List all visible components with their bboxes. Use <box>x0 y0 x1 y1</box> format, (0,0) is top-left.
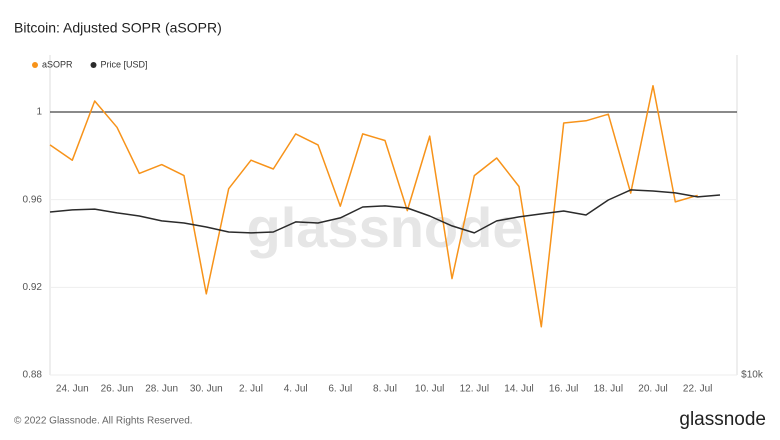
x-tick-label: 4. Jul <box>284 384 308 395</box>
legend-marker <box>32 62 38 68</box>
x-tick-label: 20. Jul <box>638 384 667 395</box>
legend-label: Price [USD] <box>101 59 148 69</box>
x-tick-label: 24. Jun <box>56 384 89 395</box>
y-tick-label: 0.88 <box>23 370 43 381</box>
footer-copyright: © 2022 Glassnode. All Rights Reserved. <box>14 416 193 427</box>
x-tick-label: 16. Jul <box>549 384 578 395</box>
x-tick-label: 8. Jul <box>373 384 397 395</box>
y-tick-label: 0.96 <box>23 194 43 205</box>
footer-logo: glassnode <box>679 409 766 430</box>
series-line <box>49 189 721 234</box>
x-tick-label: 10. Jul <box>415 384 444 395</box>
x-tick-label: 30. Jun <box>190 384 223 395</box>
legend-marker <box>90 62 97 68</box>
x-tick-label: 26. Jun <box>101 384 134 395</box>
x-tick-label: 28. Jun <box>145 384 178 395</box>
legend-label: aSOPR <box>42 59 73 69</box>
x-tick-label: 2. Jul <box>239 384 263 395</box>
x-tick-label: 18. Jul <box>594 384 623 395</box>
series-line <box>49 84 698 328</box>
x-tick-label: 14. Jul <box>504 384 533 395</box>
x-tick-label: 6. Jul <box>328 384 352 395</box>
chart-title: Bitcoin: Adjusted SOPR (aSOPR) <box>14 20 222 36</box>
x-tick-label: 22. Jul <box>683 384 712 395</box>
y-tick-label: 1 <box>36 107 42 118</box>
y-tick-label: 0.92 <box>23 282 43 293</box>
y2-tick-label: $10k <box>741 370 764 381</box>
x-tick-label: 12. Jul <box>460 384 489 395</box>
